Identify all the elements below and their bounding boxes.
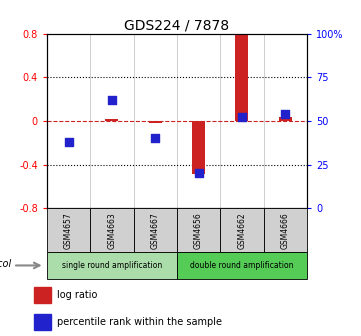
FancyBboxPatch shape xyxy=(177,208,220,252)
Bar xyxy=(34,314,51,330)
Point xyxy=(282,111,288,117)
FancyBboxPatch shape xyxy=(220,208,264,252)
Point xyxy=(66,139,71,144)
Bar xyxy=(235,35,248,121)
Point xyxy=(239,115,245,120)
FancyBboxPatch shape xyxy=(134,208,177,252)
Bar xyxy=(149,121,162,123)
Text: GSM4656: GSM4656 xyxy=(194,213,203,249)
Text: single round amplification: single round amplification xyxy=(62,261,162,270)
Point xyxy=(196,171,201,176)
Text: percentile rank within the sample: percentile rank within the sample xyxy=(57,317,222,327)
FancyBboxPatch shape xyxy=(264,208,307,252)
Title: GDS224 / 7878: GDS224 / 7878 xyxy=(124,18,230,33)
Bar xyxy=(192,121,205,174)
Text: GSM4666: GSM4666 xyxy=(281,213,290,249)
FancyBboxPatch shape xyxy=(177,252,307,279)
Text: log ratio: log ratio xyxy=(57,290,97,300)
FancyBboxPatch shape xyxy=(47,252,177,279)
Bar xyxy=(279,117,292,121)
Text: double round amplification: double round amplification xyxy=(190,261,293,270)
FancyBboxPatch shape xyxy=(90,208,134,252)
Text: GSM4663: GSM4663 xyxy=(108,213,116,249)
Point xyxy=(109,97,115,103)
Bar xyxy=(105,119,118,121)
Text: GSM4667: GSM4667 xyxy=(151,213,160,249)
Text: GSM4657: GSM4657 xyxy=(64,213,73,249)
Bar xyxy=(34,287,51,303)
Text: GSM4662: GSM4662 xyxy=(238,213,246,249)
Point xyxy=(152,136,158,141)
Text: protocol: protocol xyxy=(0,259,12,269)
FancyBboxPatch shape xyxy=(47,208,90,252)
